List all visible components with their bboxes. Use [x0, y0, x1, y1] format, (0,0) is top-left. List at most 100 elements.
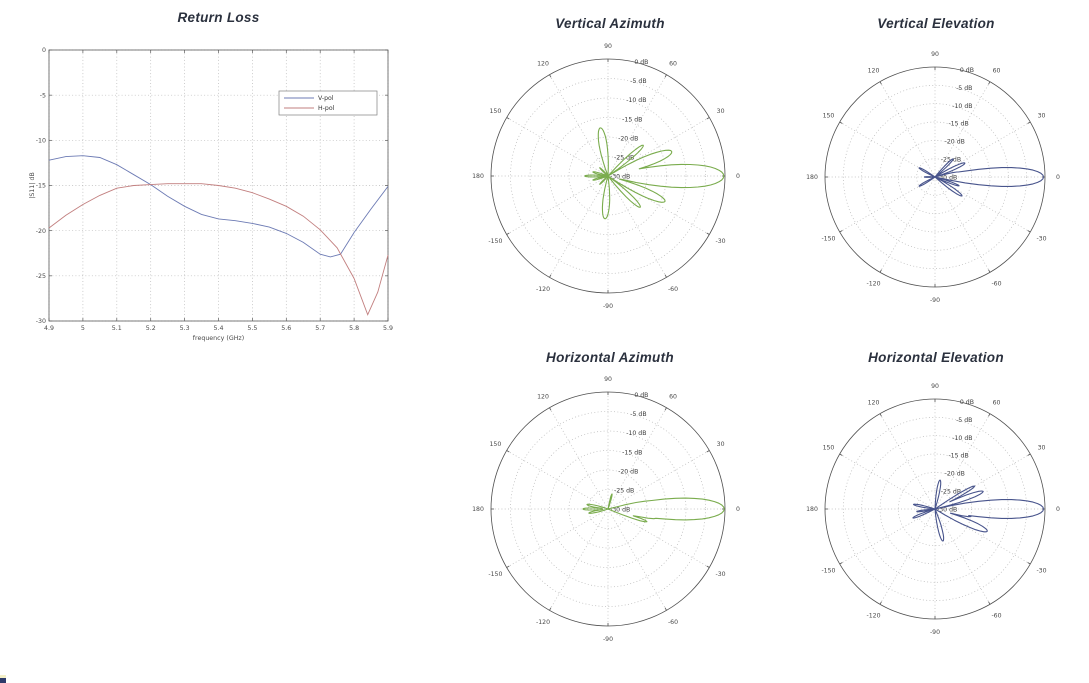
angle-label: 30 [1038, 445, 1046, 452]
angle-label: 90 [604, 43, 612, 50]
angle-label: 30 [1038, 113, 1046, 120]
return-loss-title: Return Loss [177, 10, 260, 25]
series-V-pol [48, 155, 389, 258]
db-ring-label: -10 dB [626, 430, 646, 437]
db-ring-label: -10 dB [952, 103, 972, 110]
horizontal-azimuth-title: Horizontal Azimuth [546, 350, 674, 365]
svg-text:-10: -10 [36, 138, 46, 145]
db-ring-label: -30 dB [610, 174, 630, 181]
radiation-pattern [582, 493, 725, 523]
svg-text:5.2: 5.2 [146, 325, 156, 332]
angle-label: -120 [866, 281, 880, 288]
angle-label: 180 [472, 506, 484, 513]
legend-label: V-pol [318, 95, 334, 102]
angle-label: 0 [1056, 174, 1060, 181]
svg-text:5.6: 5.6 [281, 325, 291, 332]
angle-label: 90 [604, 376, 612, 383]
angle-label: 150 [490, 108, 502, 115]
angle-label: 120 [868, 68, 880, 75]
db-ring-label: -25 dB [614, 487, 634, 494]
polar-grid: 0 30 60 90 120 150 180 -150 -120 -90 -60 -30 0 dB -5 … [806, 383, 1060, 636]
angle-label: 120 [537, 394, 549, 401]
angle-label: 180 [472, 173, 484, 180]
vertical-azimuth-title: Vertical Azimuth [555, 16, 665, 31]
angle-label: 90 [931, 51, 939, 58]
plot-area: 4.9 5 5.1 5.2 5.3 5.4 5.5 5.6 5.7 5.8 5.9 0 -5 -10 -15… [29, 47, 393, 342]
svg-text:5.4: 5.4 [213, 325, 223, 332]
angle-label: -60 [991, 281, 1001, 288]
angle-label: 60 [993, 68, 1001, 75]
angle-label: -30 [716, 571, 726, 578]
db-ring-label: -20 dB [945, 139, 965, 146]
svg-text:-15: -15 [36, 183, 46, 190]
angle-label: 0 [736, 173, 740, 180]
angle-label: 60 [669, 61, 677, 68]
angle-label: -150 [821, 568, 835, 575]
vertical-azimuth-panel: Vertical Azimuth 0 30 60 90 120 150 180 -150 -12… [460, 8, 760, 334]
legend-label: H-pol [318, 105, 335, 112]
angle-label: 0 [736, 506, 740, 513]
angle-label: -60 [668, 286, 678, 293]
radiation-pattern [584, 127, 725, 220]
db-ring-label: -5 dB [630, 78, 646, 85]
db-ring-label: -5 dB [956, 85, 972, 92]
db-ring-label: -25 dB [941, 489, 961, 496]
db-ring-label: -15 dB [622, 449, 642, 456]
angle-label: 180 [806, 506, 818, 513]
svg-text:-20: -20 [36, 228, 46, 235]
polar-grid: 0 30 60 90 120 150 180 -150 -120 -90 -60 -30 0 dB -5 … [472, 376, 740, 643]
horizontal-elevation-title: Horizontal Elevation [868, 350, 1004, 365]
angle-label: 60 [993, 400, 1001, 407]
legend: V-pol H-pol [278, 90, 378, 116]
polar-grid: 0 30 60 90 120 150 180 -150 -120 -90 -60 -30 0 dB -5 … [806, 51, 1060, 304]
db-ring-label: -20 dB [945, 471, 965, 478]
angle-label: -90 [930, 297, 940, 304]
angle-label: 150 [823, 445, 835, 452]
y-axis-label: |S11| dB [29, 172, 36, 199]
angle-label: -90 [603, 636, 613, 643]
svg-text:-5: -5 [40, 92, 46, 99]
angle-label: -150 [821, 236, 835, 243]
vertical-elevation-panel: Vertical Elevation 0 30 60 90 120 150 180 -150 -… [786, 8, 1086, 334]
svg-text:5.8: 5.8 [349, 325, 359, 332]
angle-label: 180 [806, 174, 818, 181]
db-ring-label: -25 dB [614, 154, 634, 161]
db-ring-label: -30 dB [937, 507, 957, 514]
angle-label: -30 [716, 238, 726, 245]
horizontal-azimuth-chart: 0 30 60 90 120 150 180 -150 -120 -90 -60 -30 0 dB -5 … [472, 376, 740, 643]
angle-label: -90 [930, 629, 940, 636]
svg-text:5.7: 5.7 [315, 325, 325, 332]
horizontal-azimuth-panel: Horizontal Azimuth 0 30 60 90 120 150 180 -150 -… [460, 342, 760, 668]
angle-label: -90 [603, 303, 613, 310]
series-H-pol [48, 183, 389, 316]
vertical-azimuth-chart: 0 30 60 90 120 150 180 -150 -120 -90 -60 -30 0 dB -5 … [472, 43, 740, 310]
db-ring-label: 0 dB [634, 59, 648, 66]
svg-text:4.9: 4.9 [44, 325, 54, 332]
angle-label: 30 [717, 441, 725, 448]
db-ring-label: -30 dB [610, 507, 630, 514]
radiation-pattern [912, 479, 1045, 542]
angle-label: 150 [823, 113, 835, 120]
db-ring-label: 0 dB [960, 67, 974, 74]
angle-label: -120 [536, 286, 550, 293]
svg-text:5.3: 5.3 [180, 325, 190, 332]
angle-label: 0 [1056, 506, 1060, 513]
angle-label: -150 [488, 238, 502, 245]
angle-label: -30 [1036, 236, 1046, 243]
angle-label: 120 [868, 400, 880, 407]
angle-label: 30 [717, 108, 725, 115]
svg-text:0: 0 [42, 47, 46, 54]
angle-label: -120 [866, 613, 880, 620]
db-ring-label: 0 dB [634, 392, 648, 399]
svg-text:5: 5 [81, 325, 85, 332]
horizontal-elevation-panel: Horizontal Elevation 0 30 60 90 120 150 180 -15… [786, 342, 1086, 668]
vertical-elevation-title: Vertical Elevation [877, 16, 995, 31]
angle-label: -60 [991, 613, 1001, 620]
polar-grid: 0 30 60 90 120 150 180 -150 -120 -90 -60 -30 0 dB -5 … [472, 43, 740, 310]
angle-label: -60 [668, 619, 678, 626]
return-loss-panel: Return Loss 4.9 5 5.1 5.2 5.3 5.4 5.5 5.6 5.7 5.8… [0, 0, 440, 345]
svg-text:-25: -25 [36, 273, 46, 280]
angle-label: 90 [931, 383, 939, 390]
db-ring-label: -5 dB [630, 411, 646, 418]
radiation-pattern [918, 158, 1045, 197]
